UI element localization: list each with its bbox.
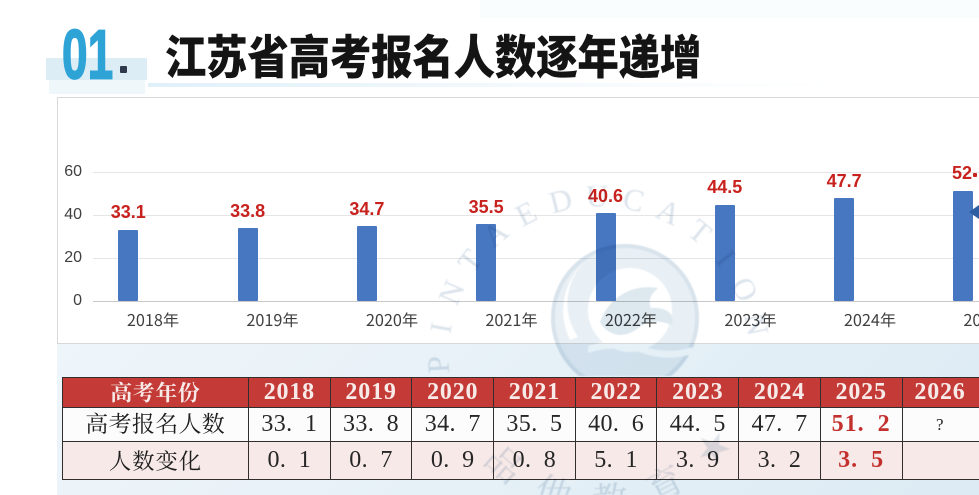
svg-text:T: T	[450, 243, 489, 279]
svg-text:I: I	[423, 320, 459, 337]
svg-text:E: E	[510, 194, 543, 234]
svg-text:O: O	[724, 272, 765, 307]
svg-text:P: P	[420, 355, 456, 374]
svg-text:N: N	[431, 275, 472, 310]
svg-text:D: D	[546, 181, 576, 220]
svg-text:A: A	[475, 213, 515, 255]
svg-text:I: I	[709, 243, 743, 273]
svg-text:N: N	[737, 310, 776, 339]
svg-text:A: A	[651, 191, 687, 233]
svg-text:T: T	[682, 212, 719, 251]
svg-text:C: C	[620, 180, 648, 219]
svg-text:U: U	[586, 178, 609, 213]
